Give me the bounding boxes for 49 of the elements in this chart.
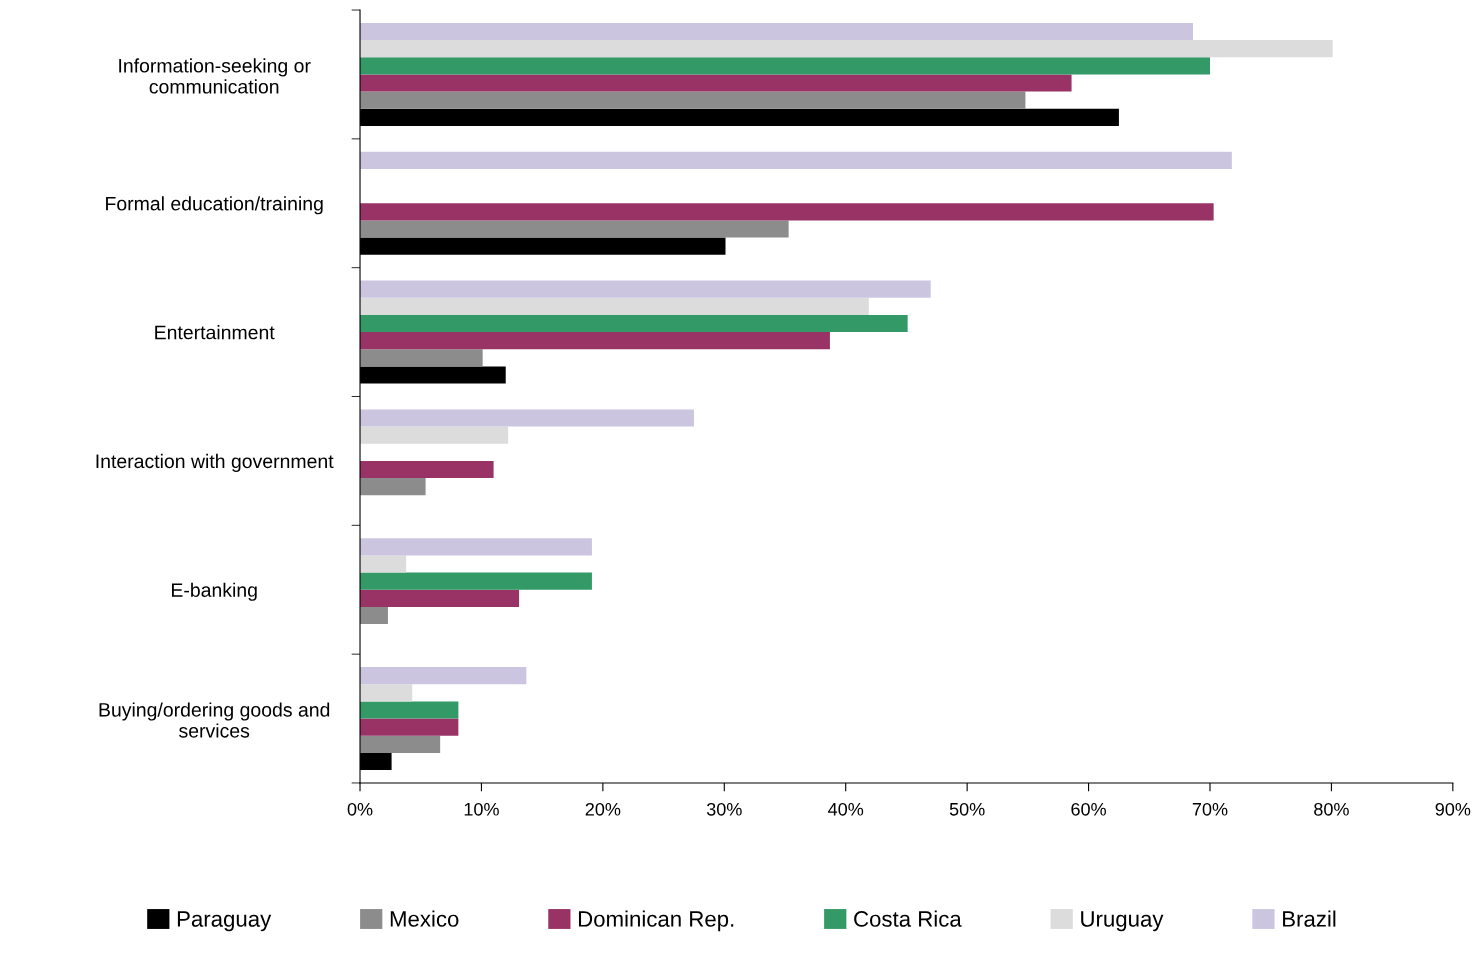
- bar: [360, 409, 694, 427]
- bar: [360, 297, 869, 315]
- bar: [360, 718, 459, 736]
- legend-label: Paraguay: [177, 911, 272, 932]
- bar: [360, 589, 520, 607]
- x-tick-label: 20%: [585, 802, 621, 816]
- y-tick-label: Entertainment: [155, 325, 275, 340]
- bar: [360, 74, 1072, 92]
- bar: [360, 684, 413, 702]
- bar: [360, 203, 1214, 221]
- bar: [360, 40, 1333, 58]
- bar: [360, 280, 931, 298]
- x-tick-label: 10%: [464, 802, 499, 816]
- bar: [360, 701, 459, 719]
- bar: [360, 91, 1026, 109]
- bar: [360, 606, 388, 625]
- y-tick-label: Buying/ordering goods and services: [99, 702, 330, 738]
- bar: [360, 22, 1193, 41]
- bar: [360, 57, 1210, 75]
- bar: [360, 426, 509, 444]
- legend-label: Mexico: [390, 910, 459, 927]
- y-tick-label: Interaction with government: [96, 453, 334, 472]
- x-tick-label: 80%: [1314, 802, 1349, 816]
- x-tick-label: 60%: [1071, 802, 1106, 816]
- bar: [360, 460, 494, 479]
- bar: [360, 572, 592, 590]
- bar: [360, 538, 592, 556]
- bar: [360, 735, 441, 753]
- x-tick-label: 0%: [347, 802, 373, 816]
- legend-label: Brazil: [1283, 910, 1336, 927]
- bar: [360, 220, 789, 238]
- legend-label: Uruguay: [1081, 911, 1164, 932]
- x-tick-label: 70%: [1192, 802, 1228, 816]
- bar: [360, 478, 426, 496]
- bar: [360, 667, 527, 685]
- y-tick-label: E-banking: [172, 582, 257, 601]
- legend-label: Costa Rica: [854, 910, 962, 927]
- bar: [360, 151, 1232, 169]
- x-tick-label: 90%: [1435, 802, 1471, 816]
- x-tick-label: 30%: [706, 802, 742, 816]
- x-tick-label: 50%: [949, 802, 985, 816]
- x-tick-label: 40%: [828, 802, 864, 816]
- bar: [360, 349, 483, 367]
- bar: [360, 314, 908, 333]
- y-tick-label: Information-seeking or communication: [119, 58, 311, 94]
- bar: [360, 332, 830, 350]
- y-tick-label: Formal education/training: [106, 196, 323, 215]
- bar: [360, 555, 407, 573]
- legend-label: Dominican Rep.: [578, 910, 734, 932]
